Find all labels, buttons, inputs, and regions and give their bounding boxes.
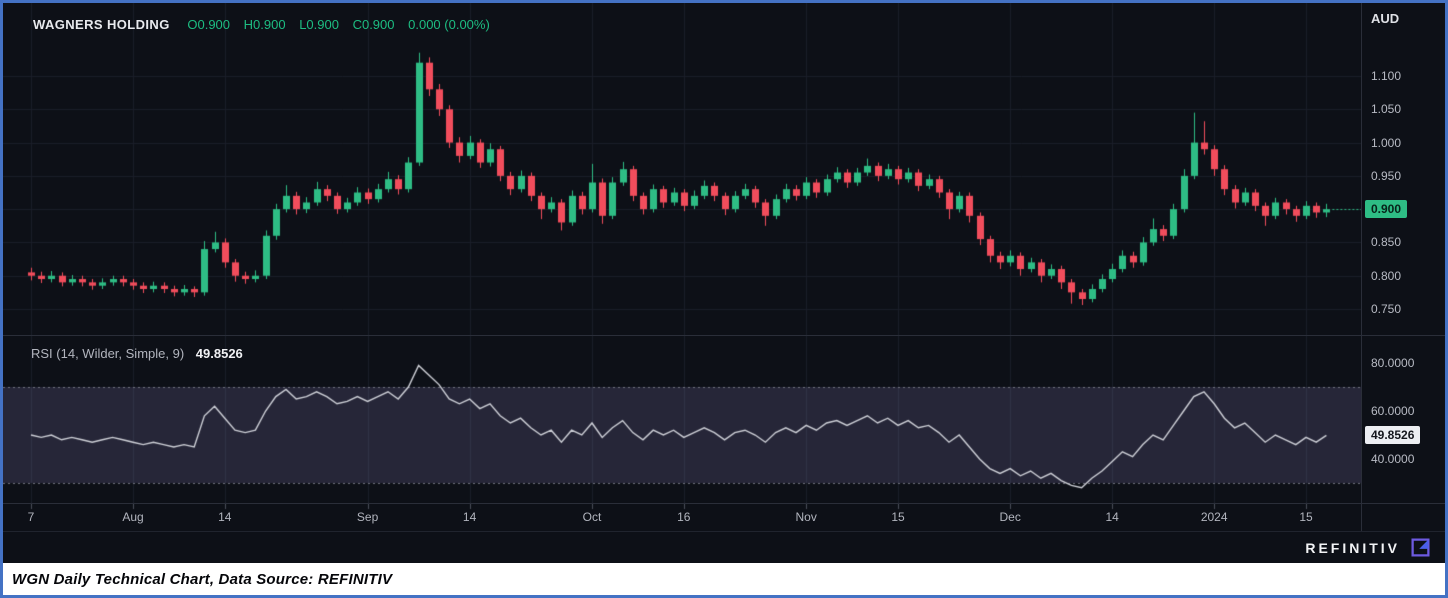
caption-text: WGN Daily Technical Chart, Data Source: … [12, 570, 393, 588]
footer-separator [3, 531, 1445, 532]
change-value: 0.000 (0.00%) [408, 17, 490, 32]
caption-bar: WGN Daily Technical Chart, Data Source: … [3, 563, 1445, 595]
time-axis-separator [3, 503, 1445, 504]
close-value: C0.900 [352, 17, 395, 32]
time-tick-label: 15 [1299, 510, 1313, 524]
time-tick-label: 14 [462, 510, 477, 524]
last-price-badge: 0.900 [1365, 200, 1408, 219]
time-tick-label: Nov [795, 510, 817, 524]
time-tick-label: 14 [218, 510, 232, 524]
instrument-name: WAGNERS HOLDING [33, 17, 170, 32]
rsi-tick-label: 80.0000 [1371, 356, 1415, 370]
rsi-tick-label: 60.0000 [1371, 404, 1415, 418]
time-tick-label: 2024 [1200, 510, 1228, 524]
instrument-legend: WAGNERS HOLDING O0.900 H0.900 L0.900 C0.… [33, 17, 500, 32]
refinitiv-logo-icon [1410, 537, 1431, 558]
time-tick-label: Sep [356, 510, 379, 524]
time-tick-label: 7 [27, 510, 35, 524]
chart-area: WAGNERS HOLDING O0.900 H0.900 L0.900 C0.… [3, 3, 1445, 563]
time-scale[interactable]: 7 Aug 14 Sep 14 Oct 16 Nov 15 Dec 14 2024 15 [3, 503, 1361, 531]
time-tick-label: 14 [1105, 510, 1119, 524]
price-tick-label: 0.950 [1371, 168, 1402, 183]
pane-separator[interactable] [3, 335, 1445, 336]
open-value: O0.900 [187, 17, 231, 32]
currency-label: AUD [1371, 11, 1400, 26]
price-tick-label: 0.800 [1371, 268, 1402, 283]
price-tick-label: 1.100 [1371, 69, 1402, 83]
refinitiv-wordmark: REFINITIV [1305, 539, 1400, 556]
rsi-value-badge: 49.8526 [1365, 426, 1421, 445]
price-tick-label: 1.000 [1371, 135, 1402, 150]
rsi-legend: RSI (14, Wilder, Simple, 9) 49.8526 [31, 346, 243, 361]
high-value: H0.900 [243, 17, 286, 32]
time-tick-label: Oct [582, 510, 602, 524]
time-tick-label: Dec [999, 510, 1021, 524]
low-value: L0.900 [299, 17, 339, 32]
candlestick-rsi-chart-canvas[interactable] [3, 3, 1361, 531]
chart-footer: REFINITIV [3, 532, 1445, 563]
price-tick-label: 1.050 [1371, 102, 1402, 117]
price-tick-label: 0.750 [1371, 301, 1402, 316]
rsi-tick-label: 40.0000 [1371, 452, 1415, 466]
price-tick-label: 0.850 [1371, 235, 1402, 250]
price-scale[interactable]: AUD 1.100 1.050 1.000 0.950 0.900 0.850 0.800 0… [1361, 3, 1445, 531]
time-tick-label: 16 [677, 510, 691, 524]
rsi-current-value: 49.8526 [195, 346, 243, 361]
time-tick-label: Aug [122, 510, 144, 524]
rsi-indicator-label: RSI (14, Wilder, Simple, 9) [31, 346, 185, 361]
time-tick-label: 15 [891, 510, 905, 524]
